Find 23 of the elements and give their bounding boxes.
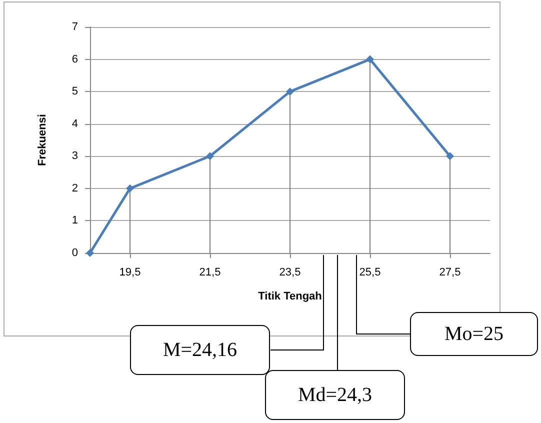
x-tick-label: 19,5 — [119, 266, 141, 278]
text: M=24,16 — [130, 325, 270, 375]
point — [446, 152, 454, 160]
text: Md=24,3 — [265, 370, 405, 420]
y-tick-label: 4 — [72, 118, 78, 130]
x-tick-label: 25,5 — [359, 266, 381, 278]
x-tick-label: 27,5 — [439, 266, 461, 278]
y-tick-label: 2 — [72, 182, 78, 194]
point — [366, 55, 374, 64]
point — [126, 184, 134, 192]
y-tick-label: 1 — [72, 214, 78, 227]
x-tick-label: 21,5 — [199, 266, 221, 278]
y-tick-label: 6 — [72, 53, 78, 66]
y-tick-label: 0 — [72, 247, 78, 259]
x-axis-title: Titik Tengah — [258, 290, 322, 302]
y-tick-label: 3 — [72, 150, 78, 162]
y-tick-label: 7 — [72, 21, 78, 33]
y-axis-title: Frekuensi — [36, 114, 48, 166]
text: Mo=25 — [410, 312, 538, 356]
x-tick-label: 23,5 — [279, 266, 301, 278]
y-tick-label: 5 — [72, 86, 78, 98]
point — [286, 88, 294, 96]
point — [206, 152, 214, 160]
